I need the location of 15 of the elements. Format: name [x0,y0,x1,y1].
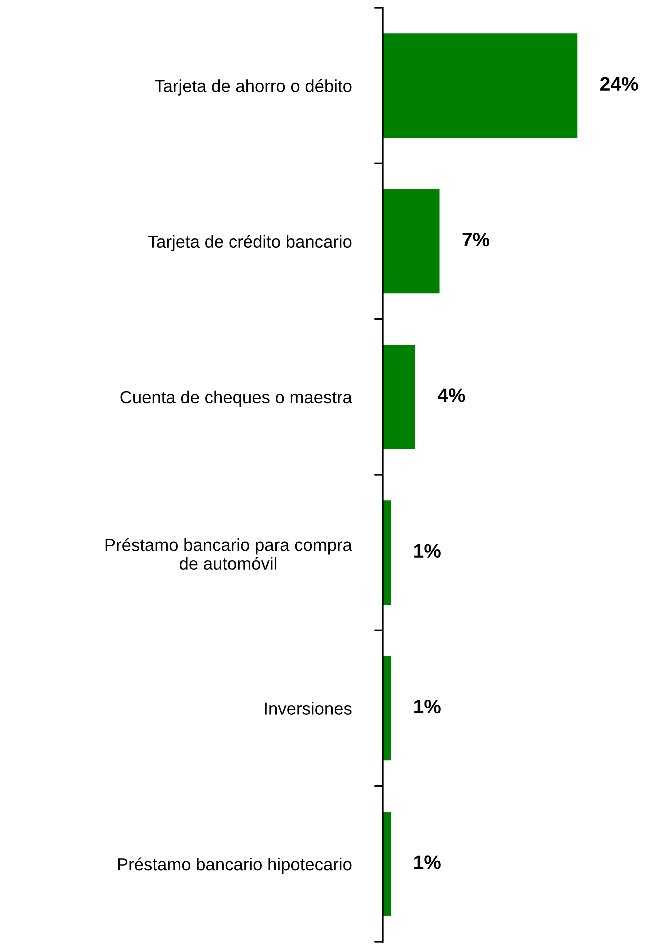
bar [383,34,578,138]
y-tick-label: Tarjeta de ahorro o débito [155,79,352,96]
data-label: 24% [600,77,638,92]
data-label: 1% [414,544,441,558]
y-tick-label: Inversiones [265,702,352,715]
data-label: 1% [414,700,441,714]
y-tick-label: Préstamo bancario para compra de automóvil [106,538,352,570]
bar [383,189,440,294]
data-label: 7% [462,233,490,247]
bar [383,345,416,450]
y-tick-label: Cuenta de cheques o maestra [120,390,352,408]
y-tick-label: Tarjeta de crédito bancario [148,235,352,252]
y-tick-label: Préstamo bancario hipotecario [118,858,352,874]
data-label: 4% [438,388,466,402]
data-label: 1% [414,856,441,870]
